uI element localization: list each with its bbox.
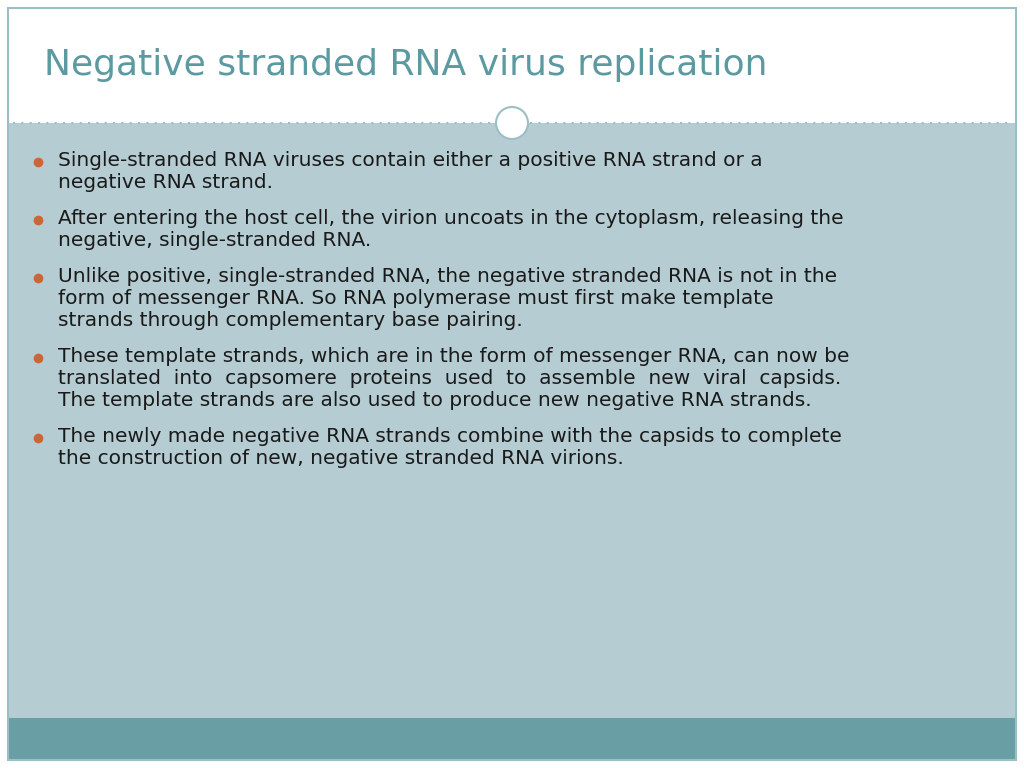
Bar [8, 8, 1016, 123]
Text: the construction of new, negative stranded RNA virions.: the construction of new, negative strand… [58, 449, 624, 468]
Text: After entering the host cell, the virion uncoats in the cytoplasm, releasing the: After entering the host cell, the virion… [58, 209, 844, 228]
Circle shape [496, 107, 528, 139]
Text: negative, single-stranded RNA.: negative, single-stranded RNA. [58, 231, 372, 250]
Text: translated  into  capsomere  proteins  used  to  assemble  new  viral  capsids.: translated into capsomere proteins used … [58, 369, 842, 388]
Text: form of messenger RNA. So RNA polymerase must first make template: form of messenger RNA. So RNA polymerase… [58, 289, 773, 308]
Text: Single-stranded RNA viruses contain either a positive RNA strand or a: Single-stranded RNA viruses contain eith… [58, 151, 763, 170]
Text: Unlike positive, single-stranded RNA, the negative stranded RNA is not in the: Unlike positive, single-stranded RNA, th… [58, 267, 838, 286]
Text: These template strands, which are in the form of messenger RNA, can now be: These template strands, which are in the… [58, 347, 850, 366]
Text: The newly made negative RNA strands combine with the capsids to complete: The newly made negative RNA strands comb… [58, 427, 842, 446]
Bar [8, 718, 1016, 760]
Text: negative RNA strand.: negative RNA strand. [58, 173, 273, 192]
Text: Negative stranded RNA virus replication: Negative stranded RNA virus replication [44, 48, 768, 82]
Bar [8, 123, 1016, 718]
Text: The template strands are also used to produce new negative RNA strands.: The template strands are also used to pr… [58, 391, 812, 410]
Text: strands through complementary base pairing.: strands through complementary base pairi… [58, 311, 522, 330]
